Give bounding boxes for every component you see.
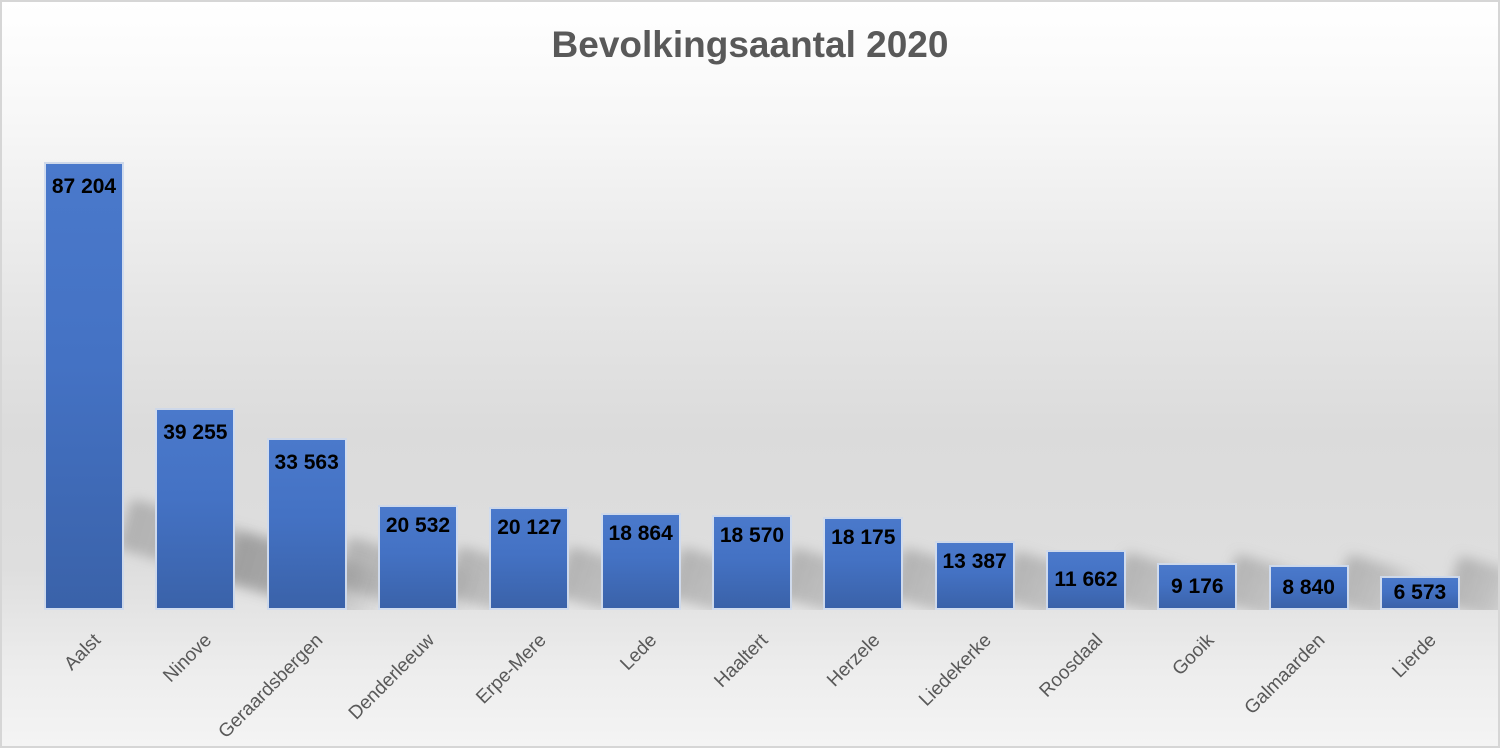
bar-haaltert: 18 570 xyxy=(711,515,792,610)
bar-galmaarden: 8 840 xyxy=(1268,565,1349,610)
bar-roosdaal: 11 662 xyxy=(1045,550,1126,610)
bar-liedekerke: 13 387 xyxy=(934,541,1015,610)
bar-lede: 18 864 xyxy=(600,513,681,610)
bar-value-label: 11 662 xyxy=(1054,568,1118,591)
bar-value-label: 20 127 xyxy=(497,516,562,539)
bar-geraardsbergen: 33 563 xyxy=(266,438,347,610)
x-axis-label-lede: Lede xyxy=(616,630,662,675)
bar-value-label: 18 570 xyxy=(719,524,785,547)
x-axis-label-roosdaal: Roosdaal xyxy=(1035,630,1107,702)
bar-value-label: 8 840 xyxy=(1282,576,1335,599)
bar-lierde: 6 573 xyxy=(1379,576,1460,610)
x-axis-label-gooik: Gooik xyxy=(1168,630,1219,680)
bar-denderleeuw: 20 532 xyxy=(377,505,458,610)
chart-title: Bevolkingsaantal 2020 xyxy=(551,24,949,65)
bar-ninove: 39 255 xyxy=(155,408,236,610)
x-axis-label-aalst: Aalst xyxy=(60,630,105,675)
x-axis-label-denderleeuw: Denderleeuw xyxy=(344,630,439,725)
x-axis-label-ninove: Ninove xyxy=(159,630,217,687)
x-axis-label-erpe-mere: Erpe-Mere xyxy=(471,630,551,709)
bar-value-label: 18 175 xyxy=(831,526,896,549)
bar-value-label: 87 204 xyxy=(51,175,117,198)
bar-herzele: 18 175 xyxy=(823,517,904,610)
bar-erpe-mere: 20 127 xyxy=(489,507,570,610)
x-axis-label-liedekerke: Liedekerke xyxy=(914,630,996,711)
bar-value-label: 20 532 xyxy=(385,514,451,537)
x-axis-label-lierde: Lierde xyxy=(1388,630,1441,683)
bar-value-label: 6 573 xyxy=(1393,581,1447,604)
x-axis-label-herzele: Herzele xyxy=(822,630,885,692)
bar-value-label: 13 387 xyxy=(942,550,1007,573)
bar-gooik: 9 176 xyxy=(1157,563,1238,610)
x-axis-label-geraardsbergen: Geraardsbergen xyxy=(214,630,328,743)
bar-value-label: 33 563 xyxy=(274,451,339,474)
x-axis-label-haaltert: Haaltert xyxy=(710,630,773,692)
bar-value-label: 18 864 xyxy=(608,522,673,545)
x-axis-label-galmaarden: Galmaarden xyxy=(1240,630,1330,719)
bar-aalst: 87 204 xyxy=(44,162,124,610)
x-axis-labels: Aalst Ninove Geraardsbergen Denderleeuw Erpe… xyxy=(2,610,1498,746)
plot-area: 87 204 39 255 33 563 20 532 20 127 18 864 18 5… xyxy=(2,2,1498,610)
bar-value-label: 39 255 xyxy=(163,421,228,444)
bar-value-label: 9 176 xyxy=(1171,575,1224,598)
